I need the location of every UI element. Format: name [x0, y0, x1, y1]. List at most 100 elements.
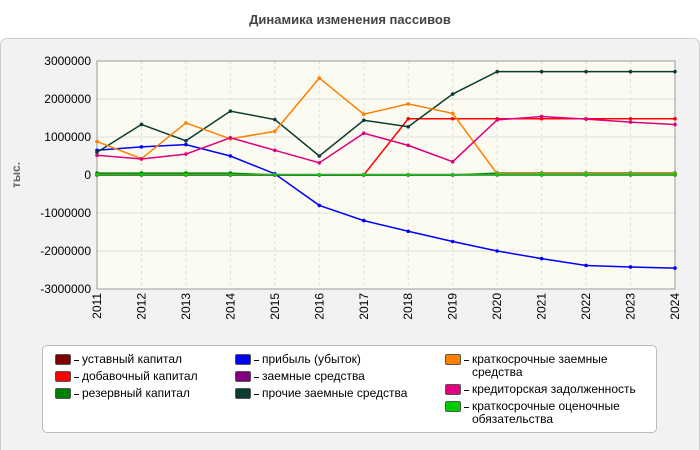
- data-point: [495, 118, 499, 122]
- data-point: [361, 118, 366, 123]
- legend-dash: [464, 360, 469, 361]
- data-point: [539, 114, 544, 119]
- x-tick-label: 2018: [401, 293, 415, 320]
- data-point: [361, 172, 366, 177]
- data-point: [495, 249, 499, 253]
- y-tick-label: 0: [84, 168, 91, 182]
- data-point: [673, 69, 677, 74]
- data-point: [228, 172, 233, 177]
- legend-item: добавочный капитал: [55, 370, 235, 383]
- series-line: [96, 77, 675, 175]
- legend-item: прочие заемные средства: [235, 387, 445, 400]
- data-point: [95, 153, 99, 158]
- data-point: [317, 161, 322, 165]
- data-point: [406, 229, 411, 234]
- data-point: [184, 139, 188, 143]
- x-tick-label: 2019: [446, 293, 460, 320]
- data-point: [584, 172, 588, 177]
- data-point: [406, 172, 411, 177]
- data-point: [273, 117, 277, 122]
- x-tick-label: 2016: [312, 293, 326, 320]
- data-point: [539, 172, 544, 177]
- y-tick-label: 1000000: [44, 130, 91, 144]
- legend-dash: [74, 394, 79, 395]
- y-tick-label: -3000000: [40, 282, 91, 296]
- legend-dash: [74, 377, 79, 378]
- legend-label: краткосрочные заемные средства: [472, 352, 608, 379]
- data-point: [139, 145, 144, 149]
- data-point: [450, 111, 455, 116]
- data-point: [228, 154, 233, 158]
- y-tick-label: -1000000: [40, 206, 91, 220]
- x-tick-label: 2017: [357, 293, 371, 320]
- legend-item: прибыль (убыток): [235, 353, 445, 366]
- legend-swatch: [235, 388, 251, 399]
- data-point: [139, 172, 144, 177]
- x-tick-label: 2024: [668, 293, 682, 320]
- data-point: [95, 150, 99, 154]
- data-point: [673, 116, 677, 121]
- x-tick-label: 2013: [179, 293, 193, 320]
- y-tick-label: 3000000: [44, 54, 91, 68]
- data-point: [673, 172, 677, 177]
- legend-item: кредиторская задолженность: [445, 383, 655, 396]
- legend-dash: [254, 394, 259, 395]
- data-point: [361, 112, 366, 116]
- data-point: [184, 172, 188, 177]
- data-point: [406, 102, 411, 106]
- data-point: [539, 69, 544, 74]
- legend-item: уставный капитал: [55, 353, 235, 366]
- legend-item: заемные средства: [235, 370, 445, 383]
- data-point: [628, 172, 633, 177]
- data-point: [273, 129, 277, 134]
- data-point: [228, 109, 233, 113]
- x-tick-label: 2014: [223, 293, 237, 320]
- legend-column: прибыль (убыток) заемные средства прочие з…: [235, 346, 445, 432]
- data-point: [673, 122, 677, 127]
- legend-swatch: [445, 354, 461, 365]
- data-point: [228, 135, 233, 140]
- data-point: [317, 76, 322, 80]
- x-tick-label: 2011: [90, 293, 104, 319]
- data-point: [406, 124, 411, 129]
- data-point: [184, 142, 188, 147]
- legend-label: прибыль (убыток): [262, 352, 361, 366]
- data-point: [450, 159, 455, 164]
- x-tick-label: 2012: [134, 293, 148, 320]
- y-tick-label: -2000000: [40, 244, 91, 258]
- data-point: [628, 69, 633, 74]
- legend-swatch: [55, 388, 71, 399]
- data-point: [273, 148, 277, 153]
- data-point: [406, 116, 411, 121]
- data-point: [495, 172, 499, 177]
- legend-label: добавочный капитал: [82, 369, 198, 383]
- series-line: [96, 70, 675, 157]
- legend-swatch: [235, 371, 251, 382]
- data-point: [273, 172, 277, 177]
- data-point: [450, 116, 455, 121]
- legend-swatch: [55, 354, 71, 365]
- data-point: [450, 92, 455, 96]
- x-tick-label: 2015: [268, 293, 282, 320]
- y-tick-label: 2000000: [44, 92, 91, 106]
- data-point: [317, 172, 322, 177]
- data-point: [628, 116, 633, 121]
- legend-dash: [254, 377, 259, 378]
- data-point: [450, 239, 455, 244]
- data-point: [495, 69, 499, 74]
- series-line: [96, 143, 676, 269]
- data-point: [628, 265, 633, 269]
- data-point: [184, 121, 188, 125]
- data-point: [673, 266, 677, 270]
- legend-label: резервный капитал: [82, 386, 190, 400]
- data-point: [450, 172, 455, 177]
- x-tick-label: 2023: [624, 293, 638, 320]
- chart-title: Динамика изменения пассивов: [249, 12, 451, 27]
- x-tick-label: 2022: [579, 293, 593, 320]
- data-point: [584, 117, 588, 121]
- data-point: [361, 131, 366, 135]
- data-point: [317, 154, 322, 158]
- data-point: [406, 143, 411, 148]
- data-point: [584, 263, 588, 268]
- data-point: [139, 122, 144, 127]
